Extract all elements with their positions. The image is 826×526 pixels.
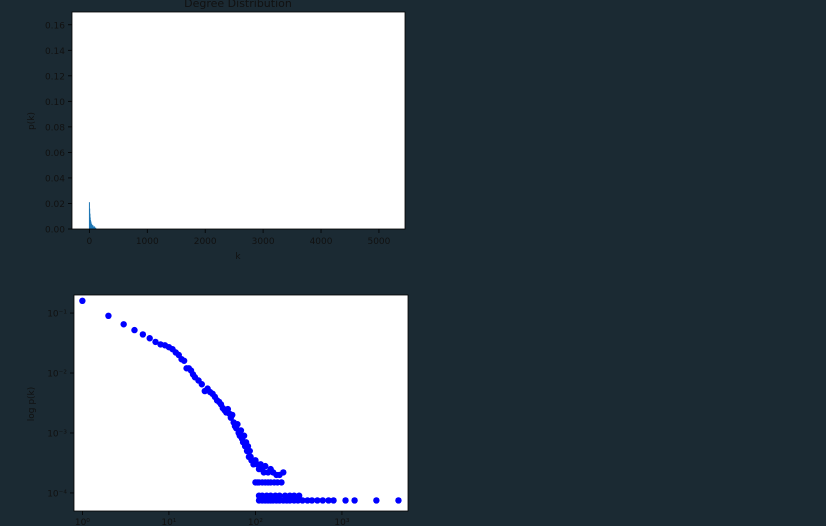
scatter-points: [79, 297, 402, 504]
scatter-point: [259, 492, 266, 499]
scatter-frame: [73, 294, 409, 512]
scatter-point: [319, 497, 326, 504]
scatter-point: [373, 497, 380, 504]
scatter-point: [351, 497, 358, 504]
scatter-point: [229, 411, 236, 419]
histogram-y-tick-label: 0.16: [45, 21, 65, 31]
histogram-bars: [88, 202, 97, 229]
scatter-x-ticks: 10⁰ 10¹ 10² 10³: [75, 511, 350, 526]
scatter-point: [234, 421, 241, 428]
scatter-y-tick-label: 10⁻¹: [47, 310, 67, 320]
scatter-y-ticks: 10⁻⁴ 10⁻³ 10⁻² 10⁻¹: [47, 310, 74, 499]
histogram-x-ticks: 0 1000 2000 3000 4000 5000: [87, 229, 391, 247]
histogram-y-tick-label: 0.02: [45, 200, 65, 210]
histogram-title: Degree Distribution: [184, 0, 292, 10]
scatter-y-tick-label: 10⁻³: [47, 429, 67, 439]
histogram-bar: [93, 226, 95, 229]
scatter-point: [146, 335, 153, 342]
histogram-bar: [92, 226, 94, 229]
scatter-point: [237, 427, 245, 434]
scatter-point: [180, 357, 188, 364]
scatter-point: [330, 497, 337, 504]
scatter-point: [395, 497, 402, 504]
histogram-plot-area: [72, 12, 405, 229]
scatter-point: [267, 492, 274, 499]
histogram-x-tick-label: 1000: [136, 237, 159, 247]
scatter-point: [246, 447, 253, 455]
scatter-point: [278, 479, 285, 486]
scatter-point: [294, 497, 302, 504]
histogram-y-tick-label: 0.08: [45, 123, 65, 133]
histogram-y-tick-label: 0.06: [45, 149, 65, 159]
scatter-point: [152, 338, 159, 346]
histogram-bar: [91, 223, 93, 229]
histogram-x-axis-label: k: [235, 252, 241, 262]
scatter-point: [276, 492, 283, 499]
scatter-point: [120, 321, 127, 328]
scatter-point: [105, 312, 112, 319]
histogram-bar: [90, 222, 92, 229]
histogram-y-ticks: 0.00 0.02 0.04 0.06 0.08 0.10 0.12 0.14 0.16: [45, 21, 72, 236]
scatter-point: [240, 432, 248, 439]
scatter-y-tick-label: 10⁻²: [47, 370, 67, 380]
scatter-x-tick-label: 10⁰: [75, 518, 90, 526]
scatter-panel: 10⁰ 10¹ 10² 10³ 10⁻⁴ 10⁻³ 10⁻² 10⁻¹ log p(k): [27, 294, 409, 526]
scatter-plot-area: [74, 295, 408, 511]
scatter-x-tick-label: 10¹: [161, 518, 176, 526]
scatter-x-tick-label: 10³: [334, 518, 349, 526]
histogram-x-tick-label: 4000: [310, 237, 333, 247]
scatter-point: [314, 497, 321, 504]
histogram-panel: 0 1000 2000 3000 4000 5000 0.000.020.040.060.…: [27, 0, 406, 262]
histogram-bar: [95, 227, 97, 229]
histogram-x-tick-label: 0: [87, 237, 93, 247]
histogram-x-tick-label: 5000: [367, 237, 390, 247]
histogram-y-axis-label: p(k): [27, 112, 37, 130]
histogram-y-tick-label: 0.12: [45, 72, 65, 82]
scatter-point: [308, 497, 316, 504]
histogram-bar: [94, 226, 96, 229]
scatter-point: [262, 462, 269, 470]
scatter-point: [342, 497, 349, 504]
histogram-bar: [92, 225, 94, 229]
histogram-y-tick-label: 0.10: [45, 98, 65, 108]
histogram-bar: [94, 227, 96, 229]
histogram-y-tick-label: 0.00: [45, 226, 65, 236]
histogram-frame: [71, 11, 406, 230]
histogram-x-tick-label: 2000: [194, 237, 217, 247]
scatter-y-axis-label: log p(k): [27, 387, 37, 422]
histogram-y-tick-label: 0.14: [45, 47, 65, 57]
scatter-point: [79, 297, 86, 305]
scatter-point: [280, 469, 287, 476]
scatter-point: [304, 497, 311, 504]
histogram-x-tick-label: 3000: [252, 237, 275, 247]
scatter-point: [139, 331, 147, 338]
scatter-point: [299, 497, 306, 504]
scatter-point: [325, 497, 332, 504]
scatter-point: [290, 492, 298, 499]
scatter-point: [198, 381, 205, 388]
scatter-y-tick-label: 10⁻⁴: [47, 489, 67, 499]
scatter-x-tick-label: 10²: [248, 518, 263, 526]
histogram-y-tick-label: 0.04: [45, 174, 65, 184]
histogram-bar: [91, 225, 93, 229]
scatter-point: [131, 326, 138, 334]
